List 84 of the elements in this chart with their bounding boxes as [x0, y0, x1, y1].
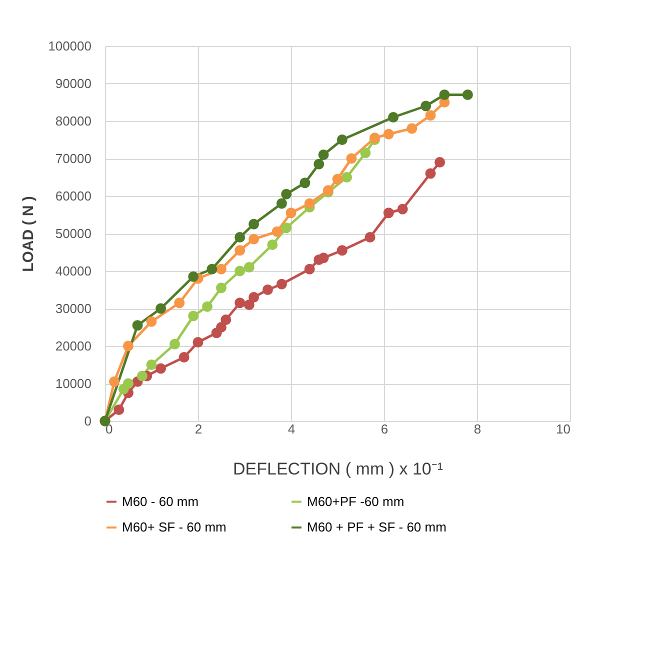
y-tick-label: 80000 [55, 114, 92, 128]
x-tick-label: 4 [288, 422, 296, 436]
point [146, 360, 157, 370]
point [192, 337, 204, 348]
point [136, 370, 148, 382]
point [132, 320, 143, 331]
point [462, 90, 473, 100]
point [276, 278, 287, 290]
point [234, 298, 246, 308]
y-tick-label: 50000 [55, 226, 92, 241]
point [406, 123, 418, 134]
y-tick-label: 40000 [55, 264, 92, 278]
point [318, 150, 329, 160]
point [206, 264, 218, 274]
point [342, 172, 352, 182]
y-tick-label: 10000 [55, 376, 92, 391]
point [146, 316, 157, 327]
y-tick-label: 100000 [48, 38, 92, 54]
point [332, 174, 343, 184]
point [244, 300, 254, 310]
legend-label: M60+ SF - 60 mm [122, 520, 226, 534]
point [109, 376, 120, 387]
point [216, 322, 226, 332]
x-tick-label: 6 [380, 422, 388, 436]
point [314, 158, 324, 170]
point [304, 264, 315, 274]
legend-label: M60+PF -60 mm [307, 494, 404, 509]
point [248, 234, 260, 244]
point [383, 208, 394, 218]
point [281, 222, 292, 234]
point [286, 208, 296, 218]
y-tick-label: 60000 [55, 188, 92, 204]
point [383, 128, 394, 140]
point [202, 301, 213, 312]
point [420, 100, 432, 112]
y-tick-label: 90000 [55, 76, 92, 91]
point [304, 198, 315, 209]
point [360, 148, 371, 158]
point [234, 245, 246, 256]
legend-label: M60 + PF + SF - 60 mm [307, 520, 446, 534]
point [188, 310, 199, 322]
point [425, 110, 436, 121]
x-tick-label: 2 [194, 422, 202, 436]
y-axis-title: LOAD ( N ) [20, 196, 38, 272]
point [216, 264, 226, 274]
point [248, 218, 260, 230]
point [114, 404, 124, 415]
point [397, 204, 408, 214]
point [234, 232, 246, 242]
point [276, 198, 287, 209]
point [388, 112, 399, 122]
point [248, 292, 260, 302]
point [188, 271, 199, 282]
point [123, 378, 134, 389]
point [281, 188, 292, 200]
point [123, 340, 134, 352]
y-tick-label: 70000 [55, 151, 92, 166]
point [156, 363, 166, 374]
legend-label: M60 - 60 mm [122, 494, 199, 509]
point [364, 232, 376, 242]
point [234, 266, 246, 276]
x-axis-title: DEFLECTION ( mm ) x 10⁻¹ [232, 460, 444, 478]
point [267, 240, 278, 250]
point [336, 134, 348, 145]
point [220, 314, 232, 325]
point [439, 90, 450, 100]
y-tick-label: 20000 [55, 338, 92, 354]
point [346, 153, 357, 164]
x-tick-label: 8 [474, 422, 482, 436]
point [244, 262, 254, 272]
point [178, 352, 190, 362]
point [156, 303, 166, 314]
point [216, 282, 226, 294]
point [262, 284, 273, 295]
y-tick-label: 30000 [55, 301, 92, 316]
point [425, 168, 436, 179]
point [170, 338, 180, 350]
point [272, 226, 282, 237]
point [174, 298, 185, 308]
x-tick-label: 10 [556, 422, 570, 436]
point [300, 178, 310, 188]
point [336, 245, 348, 256]
point [318, 252, 329, 264]
point [434, 157, 446, 168]
